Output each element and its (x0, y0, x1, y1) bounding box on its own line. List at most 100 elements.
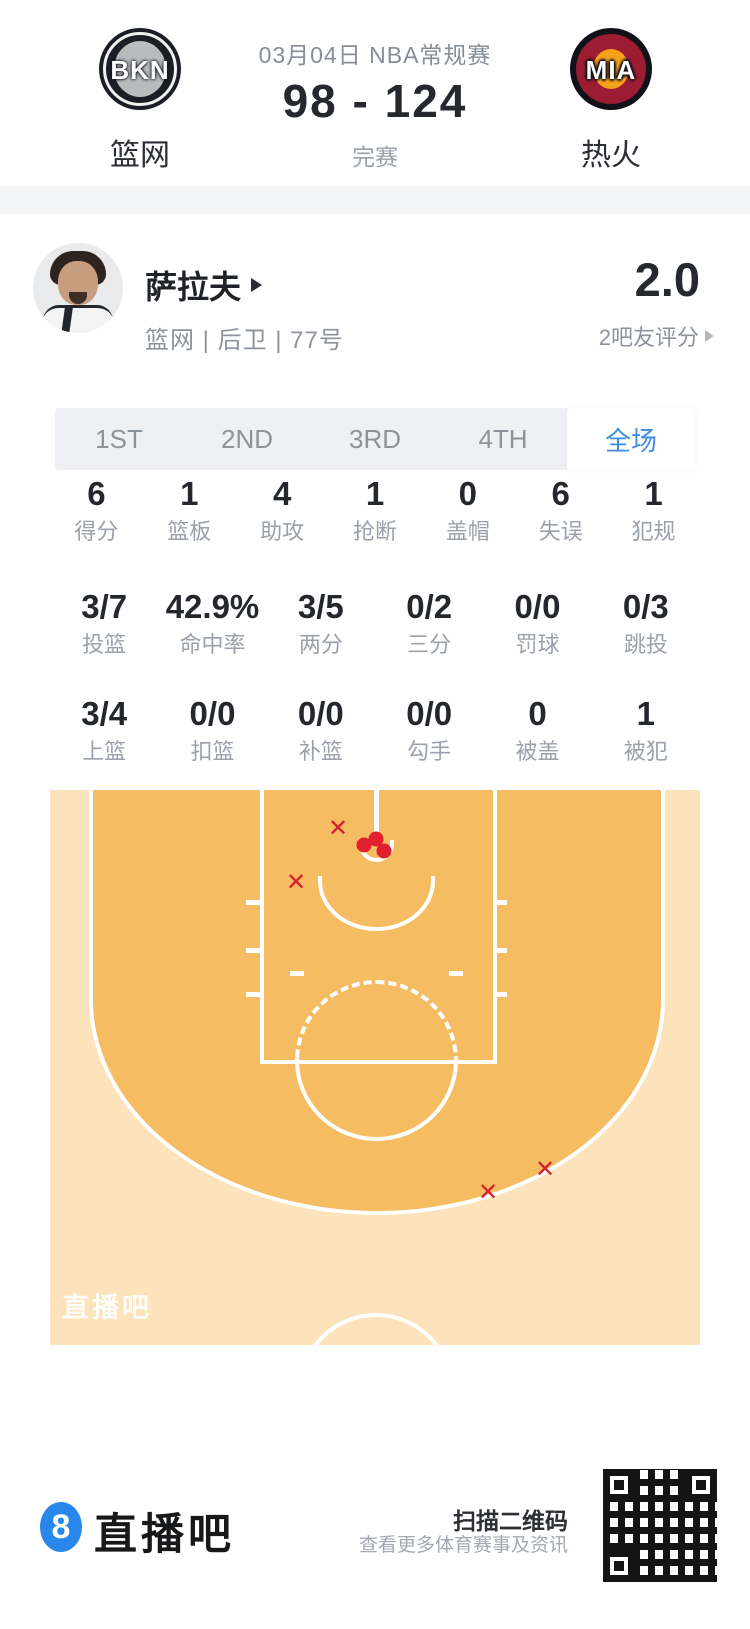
stat-cell: 0/2 三分 (375, 585, 483, 660)
rating-link-label: 2吧友评分 (598, 325, 699, 350)
stat-cell: 0/3 跳投 (592, 585, 700, 660)
player-selector[interactable]: 萨拉夫 (145, 262, 263, 308)
stat-label: 投篮 (82, 632, 127, 657)
stat-cell: 0/0 扣篮 (158, 692, 266, 767)
stat-cell: 1 被犯 (592, 692, 700, 767)
quarter-tabs: 1ST 2ND 3RD 4TH 全场 (55, 408, 695, 470)
stat-label: 被盖 (515, 739, 560, 764)
qr-title: 扫描二维码 (453, 1508, 568, 1534)
stat-label: 两分 (298, 632, 343, 657)
team-away: MIA 热火 (541, 28, 681, 174)
stat-cell: 42.9% 命中率 (158, 585, 266, 660)
stat-cell: 4 助攻 (236, 472, 329, 547)
lane-hash-mark (246, 948, 260, 953)
stat-cell: 1 抢断 (329, 472, 422, 547)
logo-ring (103, 32, 177, 106)
stat-cell: 0/0 勾手 (375, 692, 483, 767)
player-avatar (33, 243, 123, 333)
dropdown-triangle-icon (251, 278, 263, 292)
tab-2nd[interactable]: 2ND (220, 423, 273, 454)
stat-cell: 0 被盖 (483, 692, 591, 767)
missed-shot-marker: ✕ (327, 815, 349, 842)
stat-value: 0/0 (406, 695, 453, 732)
basketball-shape (114, 41, 166, 97)
stat-value: 6 (87, 475, 106, 512)
qr-code (600, 1466, 720, 1585)
tab-3rd[interactable]: 3RD (348, 423, 401, 454)
section-divider (0, 186, 750, 214)
stat-cell: 3/5 两分 (267, 585, 375, 660)
qr-finder-icon (603, 1469, 635, 1501)
team-abbr: BKN (110, 55, 170, 85)
home-team-name: 篮网 (110, 139, 170, 172)
stat-value: 3/5 (297, 588, 344, 625)
stat-value: 1 (180, 475, 199, 512)
qr-subtitle: 查看更多体育赛事及资讯 (358, 1535, 568, 1556)
stat-value: 0 (528, 695, 547, 732)
stats-row-shot-types: 3/4 上篮 0/0 扣篮 0/0 补篮 0/0 勾手 0 被盖 1 被犯 (50, 692, 700, 767)
player-rating: 2.0 (634, 253, 700, 306)
tab-4th[interactable]: 4TH (478, 423, 528, 454)
missed-shot-marker: ✕ (477, 1179, 499, 1206)
lane-hash-mark (493, 948, 507, 953)
stat-value: 1 (365, 475, 385, 512)
team-home: BKN 篮网 (70, 28, 210, 174)
stat-cell: 3/7 投篮 (50, 585, 158, 660)
player-card: 萨拉夫 篮网 | 后卫 | 77号 2.0 2吧友评分 (0, 214, 750, 384)
player-name: 萨拉夫 (145, 269, 242, 305)
stat-label: 盖帽 (445, 519, 490, 544)
stat-label: 跳投 (623, 632, 668, 657)
missed-shot-marker: ✕ (534, 1156, 556, 1183)
stat-label: 助攻 (260, 519, 305, 544)
stat-label: 上篮 (82, 739, 127, 764)
avatar-jersey (43, 305, 113, 333)
stat-value: 0/0 (189, 695, 236, 732)
stat-cell: 0 盖帽 (421, 472, 514, 547)
lane-hash-mark (246, 900, 260, 905)
team-abbr: MIA (585, 55, 637, 85)
lane-hash-mark (246, 992, 260, 997)
lane-hash-mark (493, 900, 507, 905)
stat-value: 3/4 (81, 695, 128, 732)
avatar-beard (69, 292, 87, 304)
player-meta: 篮网 | 后卫 | 77号 (145, 327, 344, 354)
stat-label: 被犯 (623, 739, 668, 764)
stat-value: 0/0 (514, 588, 561, 625)
made-shot-marker (356, 837, 372, 853)
stat-label: 抢断 (352, 519, 397, 544)
match-score: 98 - 124 (282, 75, 468, 127)
match-header: 03月04日 NBA常规赛 98 - 124 完赛 BKN 篮网 MIA 热火 (0, 0, 750, 186)
chevron-right-icon (705, 330, 714, 342)
basketball-shape (593, 49, 629, 89)
stat-value: 0/3 (622, 588, 669, 625)
stat-value: 6 (551, 475, 570, 512)
stats-row-basic: 6 得分 1 篮板 4 助攻 1 抢断 0 盖帽 6 失误 1 犯规 (50, 472, 700, 547)
stat-value: 4 (272, 475, 292, 512)
stat-label: 犯规 (631, 519, 676, 544)
tab-全场[interactable]: 全场 (567, 408, 695, 470)
stat-cell: 0/0 补篮 (267, 692, 375, 767)
stat-cell: 1 犯规 (607, 472, 700, 547)
stat-value: 1 (644, 475, 663, 512)
stat-cell: 6 得分 (50, 472, 143, 547)
tab-1st[interactable]: 1ST (95, 423, 143, 454)
stat-value: 3/7 (81, 588, 128, 625)
bkn-team-logo: BKN (99, 28, 181, 110)
stat-label: 罚球 (515, 632, 560, 657)
app-footer: 8 直播吧 扫描二维码 查看更多体育赛事及资讯 (0, 1402, 750, 1629)
made-shot-marker (376, 843, 392, 859)
stat-label: 命中率 (179, 632, 246, 657)
stat-label: 篮板 (167, 519, 212, 544)
lane-inner-dash (290, 971, 304, 976)
missed-shot-marker: ✕ (285, 869, 307, 896)
competition-label: 03月04日 NBA常规赛 (258, 42, 492, 68)
stat-cell: 3/4 上篮 (50, 692, 158, 767)
stat-label: 补篮 (298, 739, 343, 764)
rating-link[interactable]: 2吧友评分 (599, 320, 714, 352)
lane-hash-mark (493, 992, 507, 997)
away-team-name: 热火 (581, 139, 641, 172)
stat-label: 勾手 (407, 739, 452, 764)
zhibo8-logo-icon: 8 (40, 1502, 82, 1552)
qr-finder-icon (685, 1469, 717, 1501)
